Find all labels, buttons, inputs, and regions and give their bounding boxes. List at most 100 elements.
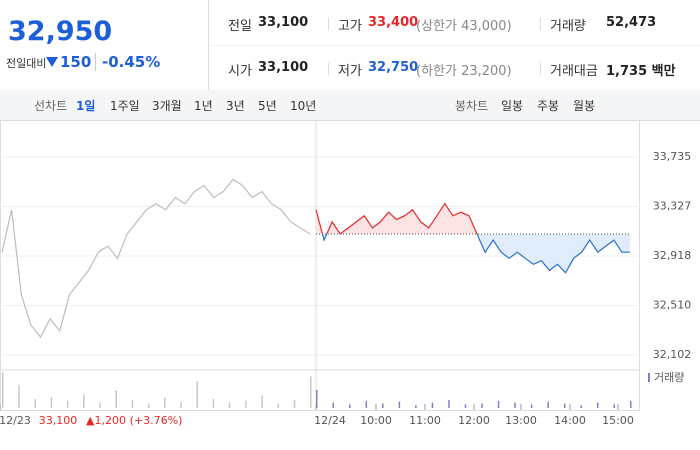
volume-bar bbox=[596, 402, 599, 408]
separator bbox=[540, 63, 541, 75]
up-line bbox=[315, 202, 478, 235]
price-box: 32,950 전일대비 150 -0.45% bbox=[0, 0, 209, 90]
down-line bbox=[321, 234, 630, 274]
info-label: 거래량 bbox=[550, 19, 586, 34]
volume-bar bbox=[2, 372, 4, 408]
volume-bar bbox=[115, 390, 117, 408]
volume-bar bbox=[464, 404, 467, 408]
volume-bar bbox=[481, 403, 483, 408]
change-label: 전일대비 bbox=[6, 57, 47, 70]
volume-bar bbox=[18, 385, 20, 408]
info-value: 1,735 백만 bbox=[606, 64, 676, 79]
x-tick-label: 12/23 bbox=[0, 414, 31, 427]
candle-button[interactable]: 월봉 bbox=[573, 99, 596, 113]
volume-bar bbox=[316, 390, 318, 408]
volume-bar bbox=[34, 399, 36, 408]
volume-bar bbox=[293, 399, 296, 408]
y-tick-label: 32,510 bbox=[653, 299, 692, 312]
candle-button[interactable]: 일봉 bbox=[501, 99, 524, 113]
period-button[interactable]: 10년 bbox=[290, 99, 317, 113]
info-value: 32,750 bbox=[368, 60, 419, 75]
info-note: (상한가 43,000) bbox=[416, 19, 512, 34]
info-note: (하한가 23,200) bbox=[416, 64, 512, 79]
volume-bar bbox=[212, 399, 215, 408]
volume-bar bbox=[547, 401, 549, 408]
x-tick-label: 12/24 bbox=[314, 414, 346, 427]
info-label: 고가 bbox=[338, 19, 362, 34]
volume-bar bbox=[530, 404, 533, 408]
change-pct: -0.45% bbox=[95, 53, 160, 71]
chart: 33,735 33,327 32,918 32,510 32,102 거래량 12/23 12… bbox=[0, 120, 692, 427]
volume-bar bbox=[514, 402, 516, 408]
volume-bar bbox=[431, 402, 434, 408]
info-label: 저가 bbox=[338, 64, 362, 79]
volume-bar bbox=[382, 403, 384, 408]
volume-legend-swatch bbox=[648, 373, 650, 382]
down-icon bbox=[46, 57, 58, 67]
volume-bar bbox=[245, 400, 247, 408]
volume-bar bbox=[228, 402, 231, 408]
plot-frame bbox=[0, 120, 640, 411]
line-label: 선차트 bbox=[34, 99, 68, 113]
volume-bar bbox=[563, 403, 566, 408]
info-label: 거래대금 bbox=[550, 64, 598, 79]
info-value: 33,100 bbox=[258, 60, 309, 75]
period-button[interactable]: 1주일 bbox=[110, 99, 140, 113]
y-tick-label: 33,735 bbox=[653, 150, 692, 163]
info-value: 33,100 bbox=[258, 15, 309, 30]
volume-bar bbox=[398, 401, 401, 408]
volume-bar bbox=[277, 403, 280, 408]
volume-bar bbox=[147, 403, 150, 408]
toolbar: 선차트 봉차트 1일 1주일 3개월 1년 3년 5년 10년 일봉 주봉 월봉 bbox=[0, 90, 700, 121]
divider bbox=[210, 45, 700, 46]
info-label: 시가 bbox=[228, 64, 252, 79]
prev-day-line bbox=[1, 178, 311, 339]
separator bbox=[328, 18, 329, 30]
volume-bar bbox=[164, 397, 166, 408]
period-button[interactable]: 1년 bbox=[194, 99, 213, 113]
x-tick-label: 15:00 bbox=[602, 414, 634, 427]
candle-label: 봉차트 bbox=[455, 99, 489, 113]
footer-close: 33,100 bbox=[39, 414, 78, 427]
volume-bar bbox=[261, 395, 263, 408]
volume-bar bbox=[83, 394, 85, 408]
volume-bar bbox=[580, 405, 582, 408]
footer-pct: (+3.76%) bbox=[130, 414, 183, 427]
volume-bar bbox=[630, 400, 632, 408]
volume-bar bbox=[50, 397, 53, 408]
period-button[interactable]: 3년 bbox=[226, 99, 245, 113]
volume-legend: 거래량 bbox=[654, 371, 684, 384]
down-area bbox=[316, 234, 630, 273]
info-value: 33,400 bbox=[368, 15, 419, 30]
x-tick-label: 12:00 bbox=[458, 414, 490, 427]
volume-bar bbox=[196, 381, 199, 408]
period-button[interactable]: 1일 bbox=[76, 99, 96, 113]
volume-bar bbox=[613, 404, 615, 408]
y-tick-label: 32,918 bbox=[653, 249, 692, 262]
volume-bar bbox=[99, 402, 101, 408]
info-value: 52,473 bbox=[606, 15, 657, 30]
candle-button[interactable]: 주봉 bbox=[537, 99, 560, 113]
change: 150 bbox=[60, 53, 92, 71]
volume-bar bbox=[365, 400, 368, 408]
volume-bar bbox=[332, 402, 335, 408]
volume-bar bbox=[349, 404, 351, 408]
header: 32,950 전일대비 150 -0.45% 전일 33,100 고가 33,400(… bbox=[0, 0, 700, 91]
volume-bar bbox=[497, 400, 500, 408]
price: 32,950 bbox=[8, 16, 113, 47]
y-tick-label: 32,102 bbox=[653, 348, 692, 361]
volume-bar bbox=[66, 400, 69, 408]
volume-bar bbox=[415, 405, 417, 408]
period-button[interactable]: 3개월 bbox=[152, 99, 182, 113]
info-label: 전일 bbox=[228, 19, 252, 34]
volume-bar bbox=[310, 376, 312, 408]
volume-bar bbox=[448, 399, 450, 408]
x-tick-label: 14:00 bbox=[554, 414, 586, 427]
volume-bar bbox=[180, 401, 182, 408]
separator bbox=[328, 63, 329, 75]
period-button[interactable]: 5년 bbox=[258, 99, 277, 113]
footer-change: ▲1,200 bbox=[86, 414, 126, 427]
x-tick-label: 13:00 bbox=[505, 414, 537, 427]
separator bbox=[540, 18, 541, 30]
